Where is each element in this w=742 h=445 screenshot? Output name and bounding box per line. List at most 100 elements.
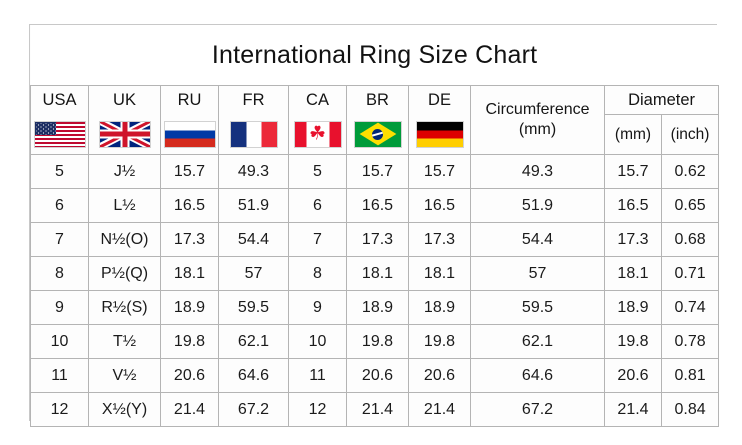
chart-frame: International Ring Size Chart USA UK RU … — [29, 24, 720, 427]
cell: 0.81 — [660, 358, 720, 393]
table-row: 6 L½ 16.5 51.9 6 16.5 16.5 51.9 16.5 0.65 — [30, 188, 720, 223]
column-header-ca: CA — [288, 85, 347, 115]
cell: 64.6 — [218, 358, 289, 393]
flag-cell-de — [408, 114, 471, 155]
cell: 6 — [288, 188, 347, 223]
column-header-diameter-inch: (inch) — [660, 114, 720, 155]
cell: 19.8 — [160, 324, 219, 359]
cell: 67.2 — [470, 392, 605, 427]
cell: 18.9 — [604, 290, 662, 325]
cell: 15.7 — [346, 154, 409, 189]
flag-russia-icon — [163, 120, 216, 148]
cell: P½(Q) — [88, 256, 161, 291]
column-header-circumference: Circumference (mm) — [470, 85, 605, 155]
cell: 18.1 — [604, 256, 662, 291]
cell: 0.71 — [660, 256, 720, 291]
cell: 16.5 — [160, 188, 219, 223]
cell: 57 — [218, 256, 289, 291]
cell: 15.7 — [604, 154, 662, 189]
cell: 7 — [30, 222, 89, 257]
cell: 11 — [30, 358, 89, 393]
cell: 9 — [288, 290, 347, 325]
cell: 12 — [288, 392, 347, 427]
cell: L½ — [88, 188, 161, 223]
cell: 21.4 — [408, 392, 471, 427]
cell: 21.4 — [346, 392, 409, 427]
flag-uk-icon — [98, 120, 151, 148]
cell: N½(O) — [88, 222, 161, 257]
cell: 10 — [30, 324, 89, 359]
column-header-uk: UK — [88, 85, 161, 115]
cell: 16.5 — [408, 188, 471, 223]
cell: 54.4 — [218, 222, 289, 257]
cell: 67.2 — [218, 392, 289, 427]
flag-france-icon — [229, 120, 278, 148]
flag-row: ☘ (mm) (inch) — [30, 114, 720, 155]
cell: 12 — [30, 392, 89, 427]
cell: 21.4 — [604, 392, 662, 427]
column-header-br: BR — [346, 85, 409, 115]
cell: 0.78 — [660, 324, 720, 359]
cell: 8 — [30, 256, 89, 291]
cell: V½ — [88, 358, 161, 393]
flag-germany-icon — [415, 120, 464, 148]
cell: 20.6 — [408, 358, 471, 393]
cell: 49.3 — [470, 154, 605, 189]
cell: T½ — [88, 324, 161, 359]
cell: 0.62 — [660, 154, 720, 189]
cell: 18.9 — [408, 290, 471, 325]
cell: 19.8 — [604, 324, 662, 359]
cell: 16.5 — [346, 188, 409, 223]
flag-cell-usa — [30, 114, 89, 155]
title-row: International Ring Size Chart — [30, 25, 719, 86]
column-header-ru: RU — [160, 85, 219, 115]
cell: 62.1 — [218, 324, 289, 359]
column-header-diameter: Diameter — [603, 85, 720, 115]
cell: 0.74 — [660, 290, 720, 325]
cell: 20.6 — [604, 358, 662, 393]
cell: 9 — [30, 290, 89, 325]
table-body: 5 J½ 15.7 49.3 5 15.7 15.7 49.3 15.7 0.62 6 L½ 16.5 5… — [30, 154, 720, 427]
cell: 18.1 — [408, 256, 471, 291]
cell: 10 — [288, 324, 347, 359]
cell: 0.65 — [660, 188, 720, 223]
flag-brazil-icon — [353, 120, 402, 148]
ring-size-table: International Ring Size Chart USA UK RU … — [30, 25, 720, 427]
flag-canada-icon: ☘ — [293, 120, 342, 148]
cell: 8 — [288, 256, 347, 291]
cell: 7 — [288, 222, 347, 257]
flag-cell-ru — [160, 114, 219, 155]
flag-cell-br — [346, 114, 409, 155]
flag-cell-ca: ☘ — [288, 114, 347, 155]
cell: 20.6 — [346, 358, 409, 393]
circumference-unit: (mm) — [518, 121, 557, 138]
cell: 18.9 — [346, 290, 409, 325]
cell: 49.3 — [218, 154, 289, 189]
cell: 5 — [30, 154, 89, 189]
maple-leaf-icon: ☘ — [308, 123, 327, 145]
circumference-label: Circumference — [485, 101, 590, 118]
cell: 15.7 — [160, 154, 219, 189]
cell: 59.5 — [470, 290, 605, 325]
table-row: 10 T½ 19.8 62.1 10 19.8 19.8 62.1 19.8 0.78 — [30, 324, 720, 359]
cell: J½ — [88, 154, 161, 189]
cell: X½(Y) — [88, 392, 161, 427]
column-header-diameter-mm: (mm) — [604, 114, 662, 155]
cell: 20.6 — [160, 358, 219, 393]
table-row: 8 P½(Q) 18.1 57 8 18.1 18.1 57 18.1 0.71 — [30, 256, 720, 291]
cell: 11 — [288, 358, 347, 393]
table-row: 7 N½(O) 17.3 54.4 7 17.3 17.3 54.4 17.3 0.68 — [30, 222, 720, 257]
cell: 19.8 — [408, 324, 471, 359]
cell: 51.9 — [470, 188, 605, 223]
cell: 59.5 — [218, 290, 289, 325]
column-header-usa: USA — [30, 85, 89, 115]
cell: 5 — [288, 154, 347, 189]
flag-usa-icon — [33, 120, 86, 148]
cell: 18.1 — [160, 256, 219, 291]
cell: 17.3 — [604, 222, 662, 257]
cell: 17.3 — [408, 222, 471, 257]
cell: 54.4 — [470, 222, 605, 257]
flag-cell-uk — [88, 114, 161, 155]
table-row: 9 R½(S) 18.9 59.5 9 18.9 18.9 59.5 18.9 0.74 — [30, 290, 720, 325]
